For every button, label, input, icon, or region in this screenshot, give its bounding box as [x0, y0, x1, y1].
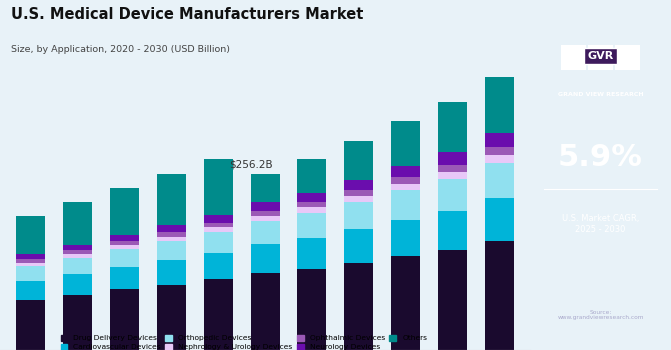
FancyBboxPatch shape: [561, 46, 586, 70]
Bar: [157, 225, 186, 232]
Bar: [250, 216, 280, 221]
Bar: [63, 250, 92, 254]
Bar: [110, 241, 139, 245]
Bar: [16, 216, 45, 254]
Bar: [203, 159, 233, 215]
FancyBboxPatch shape: [588, 46, 613, 70]
Bar: [485, 77, 514, 133]
Bar: [438, 152, 467, 165]
Bar: [16, 281, 45, 300]
Bar: [110, 235, 139, 241]
Bar: [344, 202, 373, 229]
Bar: [16, 300, 45, 350]
Bar: [297, 202, 327, 208]
Bar: [203, 228, 233, 232]
Bar: [297, 208, 327, 213]
Bar: [250, 221, 280, 244]
Legend: Drug Delivery Devices, Cardiovascular Devices, Orthopedic Devices, Nephrology & : Drug Delivery Devices, Cardiovascular De…: [58, 331, 430, 350]
Bar: [203, 279, 233, 350]
Text: 5.9%: 5.9%: [558, 143, 643, 172]
Bar: [391, 184, 420, 190]
Bar: [485, 163, 514, 198]
Bar: [438, 250, 467, 350]
Bar: [438, 179, 467, 211]
Bar: [157, 232, 186, 237]
Bar: [110, 267, 139, 289]
Text: GVR: GVR: [587, 51, 614, 61]
Bar: [485, 155, 514, 163]
Bar: [344, 180, 373, 190]
Bar: [63, 245, 92, 250]
Bar: [391, 121, 420, 166]
Bar: [110, 250, 139, 267]
Bar: [485, 241, 514, 350]
Bar: [63, 295, 92, 350]
Bar: [297, 213, 327, 238]
FancyBboxPatch shape: [615, 46, 640, 70]
Bar: [203, 223, 233, 228]
Bar: [157, 241, 186, 260]
Bar: [391, 177, 420, 184]
Bar: [250, 174, 280, 203]
Bar: [63, 258, 92, 274]
Bar: [16, 254, 45, 259]
Text: U.S. Medical Device Manufacturers Market: U.S. Medical Device Manufacturers Market: [11, 7, 363, 22]
Bar: [344, 262, 373, 350]
Bar: [110, 188, 139, 235]
Bar: [63, 254, 92, 258]
Bar: [438, 211, 467, 250]
Bar: [344, 190, 373, 196]
Bar: [391, 256, 420, 350]
Bar: [438, 165, 467, 172]
Bar: [157, 174, 186, 225]
Bar: [203, 253, 233, 279]
Bar: [157, 237, 186, 241]
Text: U.S. Market CAGR,
2025 - 2030: U.S. Market CAGR, 2025 - 2030: [562, 214, 639, 234]
Bar: [297, 238, 327, 269]
Bar: [250, 273, 280, 350]
Text: Size, by Application, 2020 - 2030 (USD Billion): Size, by Application, 2020 - 2030 (USD B…: [11, 46, 229, 55]
Bar: [16, 262, 45, 266]
Bar: [391, 220, 420, 256]
Bar: [250, 211, 280, 216]
Bar: [203, 232, 233, 253]
Bar: [391, 166, 420, 177]
Bar: [110, 289, 139, 350]
Bar: [297, 159, 327, 193]
Bar: [438, 172, 467, 179]
Bar: [297, 269, 327, 350]
Bar: [63, 274, 92, 295]
Bar: [203, 215, 233, 223]
Bar: [16, 266, 45, 281]
Bar: [485, 133, 514, 147]
Bar: [157, 285, 186, 350]
Bar: [110, 245, 139, 250]
Bar: [485, 198, 514, 241]
Bar: [250, 203, 280, 211]
Bar: [391, 190, 420, 220]
Bar: [16, 259, 45, 262]
Bar: [297, 193, 327, 202]
Text: Source:
www.grandviewresearch.com: Source: www.grandviewresearch.com: [558, 310, 643, 320]
Bar: [157, 260, 186, 285]
Bar: [63, 202, 92, 245]
Bar: [344, 141, 373, 180]
Text: GRAND VIEW RESEARCH: GRAND VIEW RESEARCH: [558, 92, 643, 97]
Bar: [344, 196, 373, 202]
Bar: [485, 147, 514, 155]
Bar: [344, 229, 373, 262]
Bar: [250, 244, 280, 273]
Bar: [438, 102, 467, 152]
Text: $256.2B: $256.2B: [229, 159, 273, 169]
